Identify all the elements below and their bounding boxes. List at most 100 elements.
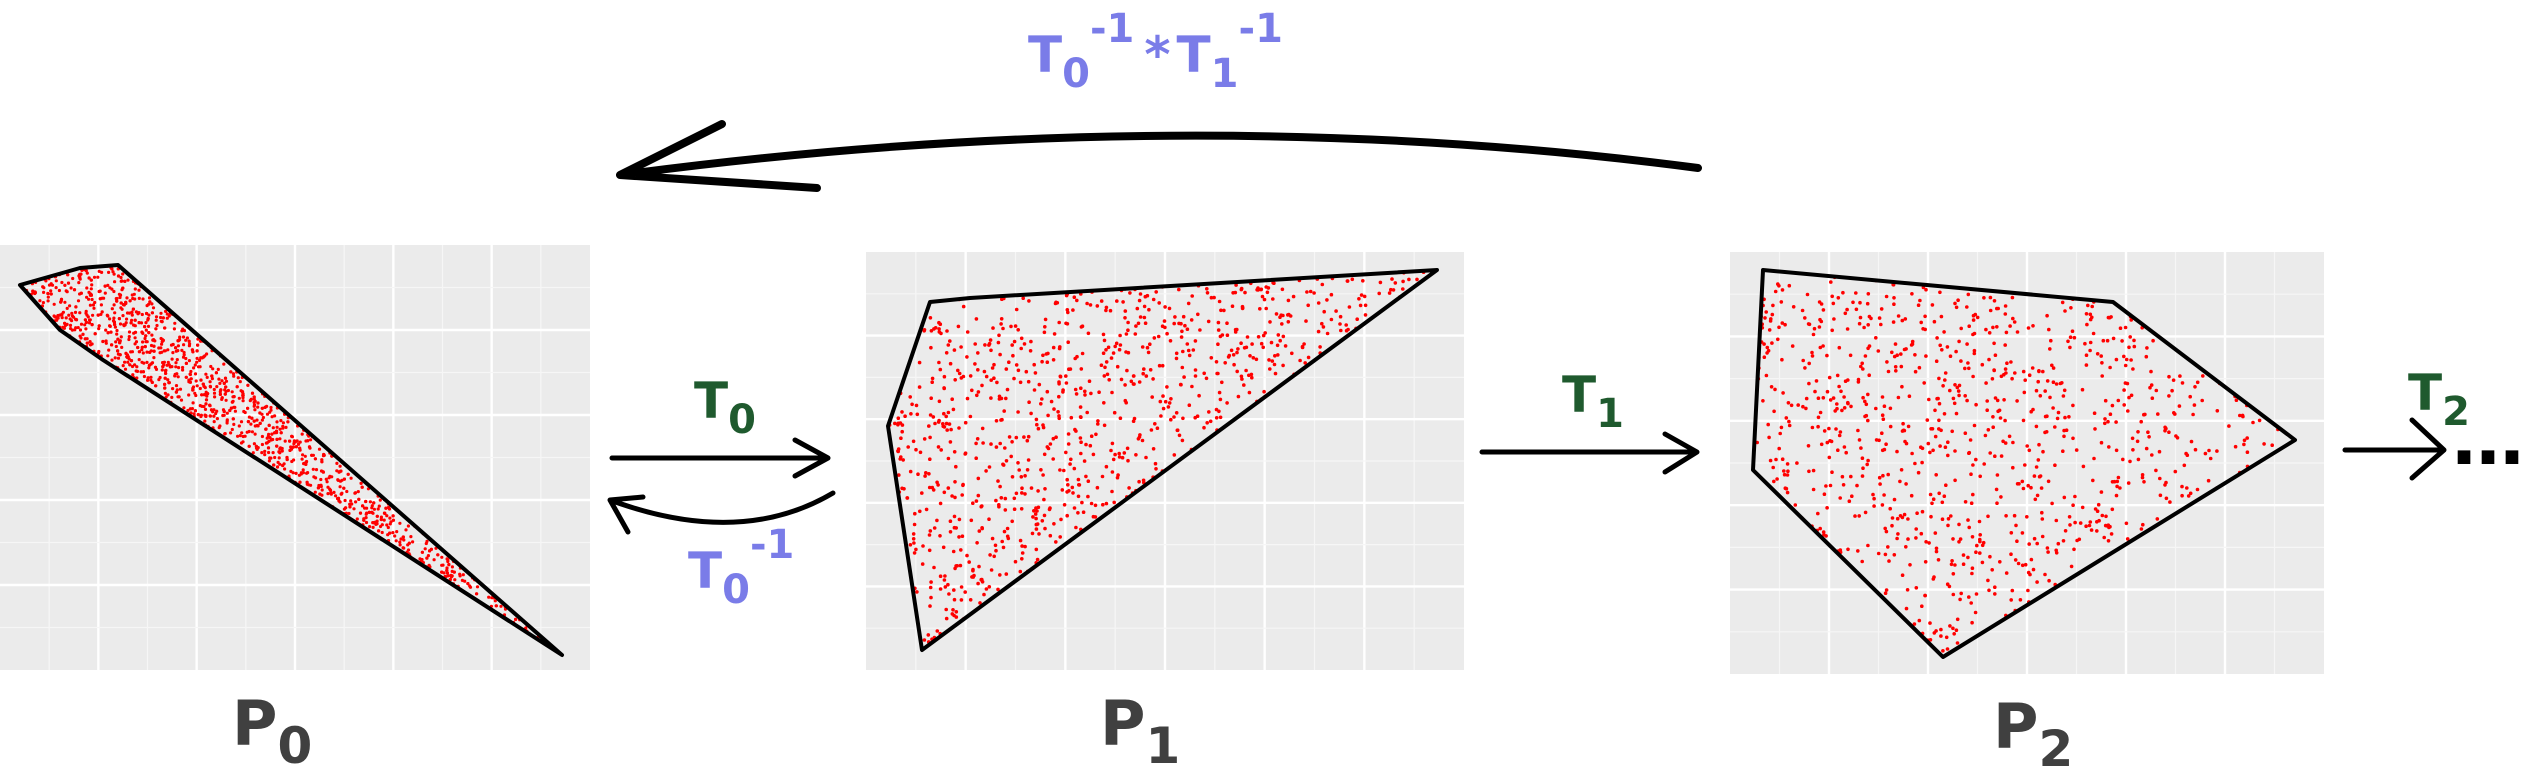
sample-point xyxy=(1278,338,1282,343)
sample-point xyxy=(1026,379,1031,384)
sample-point xyxy=(195,360,199,364)
sample-point xyxy=(1863,510,1868,515)
sample-point xyxy=(267,423,271,427)
sample-point xyxy=(1052,522,1056,526)
t0-inverse-label-sup: -1 xyxy=(750,522,794,568)
sample-point xyxy=(1104,360,1109,364)
sample-point xyxy=(1783,322,1787,327)
sample-point xyxy=(1970,620,1974,625)
sample-point xyxy=(1801,404,1805,409)
sample-point xyxy=(2158,476,2162,481)
sample-point xyxy=(440,570,444,574)
sample-point xyxy=(209,408,214,412)
sample-point xyxy=(157,346,161,350)
sample-point xyxy=(1137,380,1142,384)
sample-point xyxy=(139,370,143,374)
sample-point xyxy=(1834,427,1838,431)
sample-point xyxy=(922,638,927,642)
sample-point xyxy=(160,350,164,354)
sample-point xyxy=(1811,468,1816,473)
sample-point xyxy=(1123,316,1127,320)
sample-point xyxy=(1145,345,1150,350)
sample-point xyxy=(1932,319,1937,324)
sample-point xyxy=(2227,424,2231,428)
sample-point xyxy=(1999,454,2004,458)
sample-point xyxy=(2038,394,2043,398)
sample-point xyxy=(1910,451,1914,456)
sample-point xyxy=(1767,435,1771,440)
sample-point xyxy=(1928,621,1932,625)
sample-point xyxy=(107,348,111,352)
sample-point xyxy=(1876,551,1881,556)
sample-point xyxy=(2067,415,2071,419)
sample-point xyxy=(2136,430,2140,434)
sample-point xyxy=(295,439,299,443)
sample-point xyxy=(1985,408,1989,413)
sample-point xyxy=(1888,506,1892,511)
sample-point xyxy=(1152,336,1157,340)
sample-point xyxy=(1872,496,1876,501)
sample-point xyxy=(2155,517,2160,521)
sample-point xyxy=(2021,418,2026,423)
sample-point xyxy=(361,504,365,508)
sample-point xyxy=(264,427,268,431)
sample-point xyxy=(1953,449,1957,453)
sample-point xyxy=(2011,465,2015,470)
sample-point xyxy=(379,517,383,522)
sample-point xyxy=(379,524,383,529)
sample-point xyxy=(1971,313,1976,318)
sample-point xyxy=(174,346,178,350)
sample-point xyxy=(140,345,144,349)
sample-point xyxy=(1035,522,1040,526)
sample-point xyxy=(1810,354,1815,358)
sample-point xyxy=(2029,409,2033,414)
t0-label-sub: 0 xyxy=(728,397,756,443)
sample-point xyxy=(1837,433,1842,438)
sample-point xyxy=(1268,320,1272,324)
sample-point xyxy=(1987,331,1992,335)
sample-point xyxy=(242,409,246,414)
sample-point xyxy=(1028,349,1033,353)
sample-point xyxy=(1886,472,1890,477)
sample-point xyxy=(1933,408,1937,413)
sample-point xyxy=(1846,547,1850,552)
sample-point xyxy=(199,378,203,382)
sample-point xyxy=(458,572,462,576)
sample-point xyxy=(948,339,952,343)
sample-point xyxy=(1095,485,1100,490)
sample-point xyxy=(1777,446,1781,451)
sample-point xyxy=(1968,438,1973,442)
sample-point xyxy=(1125,368,1129,373)
sample-point xyxy=(1051,457,1055,461)
sample-point xyxy=(231,372,236,376)
sample-point xyxy=(1018,538,1023,543)
sample-point xyxy=(1041,353,1045,358)
sample-point xyxy=(1924,287,1928,292)
sample-point xyxy=(1917,618,1922,623)
sample-point xyxy=(1787,283,1792,288)
sample-point xyxy=(387,505,391,510)
sample-point xyxy=(2109,532,2114,536)
sample-point xyxy=(220,396,224,400)
sample-point xyxy=(1262,389,1266,394)
sample-point xyxy=(1073,387,1078,392)
sample-point xyxy=(376,507,380,511)
sample-point xyxy=(1276,353,1280,357)
sample-point xyxy=(1262,297,1267,302)
sample-point xyxy=(1946,523,1950,528)
sample-point xyxy=(1101,332,1106,337)
sample-point xyxy=(968,598,973,602)
sample-point xyxy=(1831,301,1836,306)
sample-point xyxy=(982,592,986,597)
sample-point xyxy=(187,359,191,363)
sample-point xyxy=(266,446,271,450)
sample-point xyxy=(994,419,999,423)
sample-point xyxy=(1932,575,1936,579)
sample-point xyxy=(298,446,302,450)
sample-point xyxy=(1080,324,1085,329)
sample-point xyxy=(92,306,96,310)
sample-point xyxy=(1017,468,1021,472)
sample-point xyxy=(92,275,97,279)
sample-point xyxy=(494,604,498,608)
sample-point xyxy=(236,376,240,380)
